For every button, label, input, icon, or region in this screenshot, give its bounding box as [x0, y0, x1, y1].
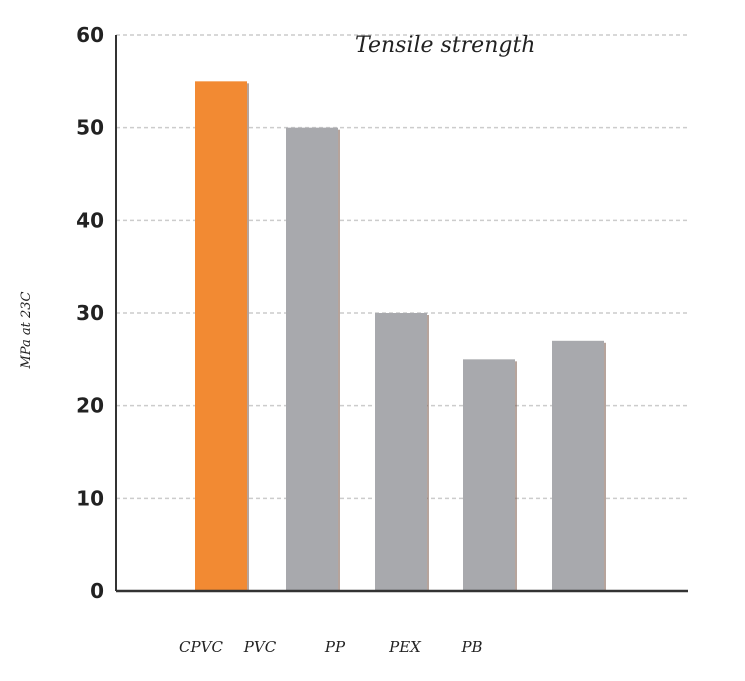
x-tick-labels: CPVC PVC PP PEX PB: [179, 638, 483, 656]
bar: [463, 359, 515, 591]
x-tick-label: PB: [460, 638, 482, 656]
x-tick-label: PEX: [388, 638, 422, 656]
chart-title: Tensile strength: [355, 33, 535, 58]
y-tick-label: 20: [76, 394, 104, 418]
x-tick-label: PP: [324, 638, 346, 656]
y-tick-labels: 0 10 20 30 40 50 60: [76, 23, 104, 603]
y-tick-label: 10: [76, 486, 104, 510]
bar: [552, 340, 604, 591]
bars: [195, 81, 606, 592]
y-tick-label: 30: [76, 301, 104, 325]
x-tick-label: CPVC: [179, 638, 223, 656]
y-tick-label: 50: [76, 116, 104, 140]
bar: [195, 81, 247, 591]
y-tick-label: 0: [90, 579, 104, 603]
y-tick-label: 60: [76, 23, 104, 47]
bar: [375, 313, 427, 591]
axes: [115, 35, 688, 593]
bar: [286, 127, 338, 592]
y-axis-label: MPa at 23C: [19, 291, 34, 369]
y-tick-label: 40: [76, 208, 104, 232]
x-tick-label: PVC: [243, 638, 277, 656]
